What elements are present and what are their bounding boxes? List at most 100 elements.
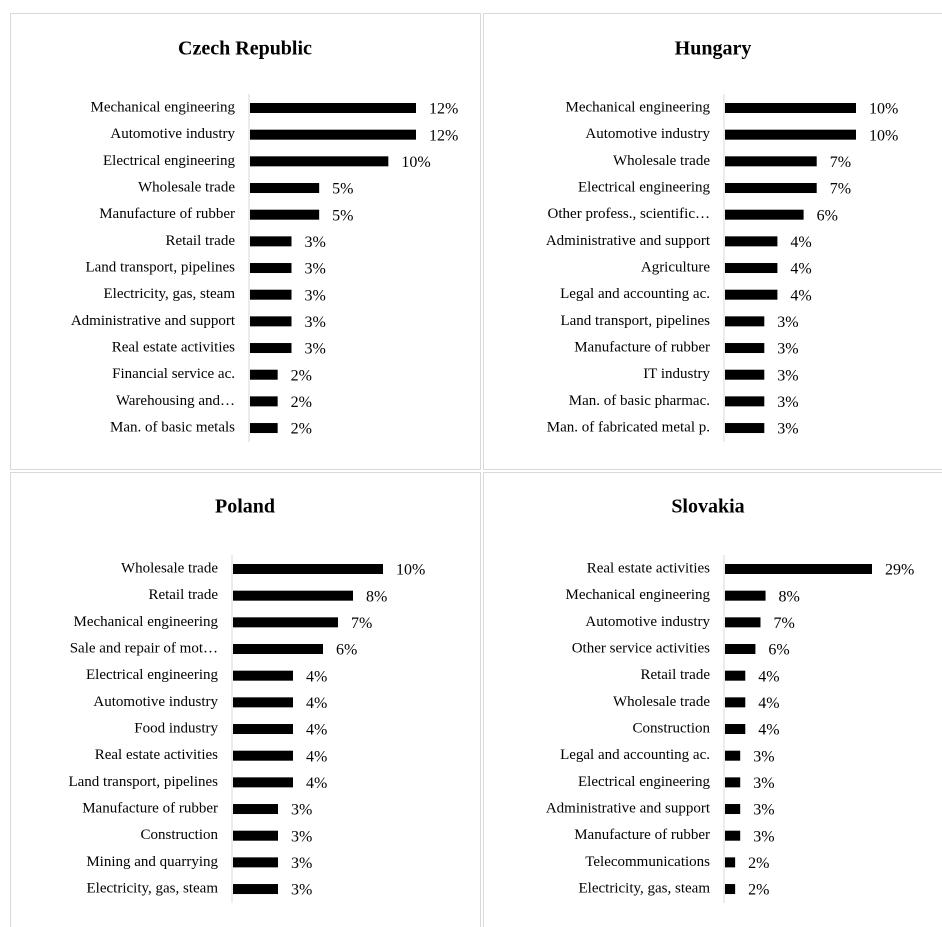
- category-label: Mechanical engineering: [565, 99, 710, 115]
- value-label: 10%: [396, 562, 425, 579]
- bar: [233, 830, 278, 841]
- category-label: Automotive industry: [585, 614, 710, 630]
- category-label: Real estate activities: [587, 560, 710, 576]
- value-label: 6%: [768, 642, 789, 659]
- category-label: Electrical engineering: [103, 153, 236, 169]
- value-label: 7%: [351, 615, 372, 632]
- bar: [233, 857, 278, 868]
- bar: [725, 830, 741, 841]
- bar: [233, 884, 278, 895]
- category-label: Automotive industry: [585, 126, 710, 142]
- value-label: 4%: [306, 695, 327, 712]
- panel-frame: [483, 472, 942, 927]
- value-label: 4%: [790, 234, 811, 251]
- value-label: 29%: [885, 562, 914, 579]
- value-label: 7%: [773, 615, 794, 632]
- value-label: 4%: [758, 668, 779, 685]
- category-label: Electricity, gas, steam: [579, 880, 711, 896]
- value-label: 12%: [429, 127, 458, 144]
- bar: [250, 423, 278, 434]
- bar: [725, 343, 765, 354]
- category-label: Retail trade: [148, 587, 218, 603]
- bar: [725, 564, 872, 574]
- value-label: 10%: [869, 127, 898, 144]
- value-label: 6%: [817, 207, 838, 224]
- value-label: 3%: [753, 775, 774, 792]
- category-label: Automotive industry: [93, 694, 218, 710]
- bar: [233, 724, 293, 735]
- bar: [250, 209, 320, 220]
- category-label: Mechanical engineering: [90, 99, 235, 115]
- value-label: 10%: [869, 101, 898, 118]
- category-label: Man. of basic metals: [110, 419, 235, 435]
- value-label: 3%: [305, 234, 326, 251]
- bar: [725, 183, 817, 194]
- value-label: 3%: [291, 882, 312, 899]
- bar: [250, 129, 416, 140]
- category-label: Electrical engineering: [578, 774, 711, 790]
- value-label: 3%: [305, 287, 326, 304]
- category-label: Mechanical engineering: [73, 614, 218, 630]
- bar: [250, 183, 320, 194]
- category-label: Sale and repair of mot…: [70, 640, 218, 656]
- category-label: Man. of fabricated metal p.: [547, 419, 710, 435]
- category-label: Land transport, pipelines: [85, 259, 235, 275]
- chart-title: Czech Republic: [178, 38, 312, 60]
- category-label: Retail trade: [640, 667, 710, 683]
- bar: [725, 857, 736, 868]
- category-label: Electrical engineering: [86, 667, 219, 683]
- bar: [725, 617, 761, 628]
- category-label: Food industry: [134, 720, 218, 736]
- bar: [233, 590, 353, 601]
- category-label: Administrative and support: [71, 313, 236, 329]
- bar: [725, 804, 741, 815]
- bar: [233, 644, 323, 655]
- bar: [725, 396, 765, 407]
- value-label: 8%: [366, 588, 387, 605]
- value-label: 3%: [291, 802, 312, 819]
- value-label: 10%: [401, 154, 430, 171]
- category-label: Electricity, gas, steam: [87, 880, 219, 896]
- value-label: 4%: [306, 775, 327, 792]
- bar: [250, 289, 292, 300]
- bar: [250, 263, 292, 274]
- category-label: Wholesale trade: [613, 694, 710, 710]
- bar: [233, 777, 293, 788]
- category-label: Manufacture of rubber: [574, 827, 710, 843]
- value-label: 8%: [779, 588, 800, 605]
- category-label: Administrative and support: [546, 233, 711, 249]
- category-label: Retail trade: [165, 233, 235, 249]
- category-label: Legal and accounting ac.: [560, 747, 710, 763]
- category-label: Mechanical engineering: [565, 587, 710, 603]
- category-label: Warehousing and…: [116, 393, 235, 409]
- value-label: 2%: [748, 882, 769, 899]
- value-label: 4%: [306, 668, 327, 685]
- value-label: 3%: [777, 314, 798, 331]
- value-label: 3%: [305, 261, 326, 278]
- value-label: 3%: [777, 367, 798, 384]
- category-label: Manufacture of rubber: [574, 339, 710, 355]
- bar: [725, 777, 741, 788]
- bar: [725, 884, 736, 895]
- category-label: Wholesale trade: [613, 153, 710, 169]
- bar: [725, 590, 766, 601]
- bar: [725, 750, 741, 761]
- bar: [250, 396, 278, 407]
- category-label: Wholesale trade: [138, 179, 235, 195]
- chart-title: Hungary: [675, 38, 752, 60]
- bar: [233, 670, 293, 681]
- value-label: 4%: [758, 695, 779, 712]
- value-label: 7%: [830, 154, 851, 171]
- bar: [725, 156, 817, 167]
- value-label: 4%: [790, 261, 811, 278]
- value-label: 3%: [291, 828, 312, 845]
- category-label: IT industry: [643, 366, 710, 382]
- value-label: 2%: [291, 367, 312, 384]
- bar: [233, 804, 278, 815]
- value-label: 4%: [758, 722, 779, 739]
- value-label: 4%: [790, 287, 811, 304]
- value-label: 12%: [429, 101, 458, 118]
- category-label: Man. of basic pharmac.: [569, 393, 710, 409]
- value-label: 3%: [305, 341, 326, 358]
